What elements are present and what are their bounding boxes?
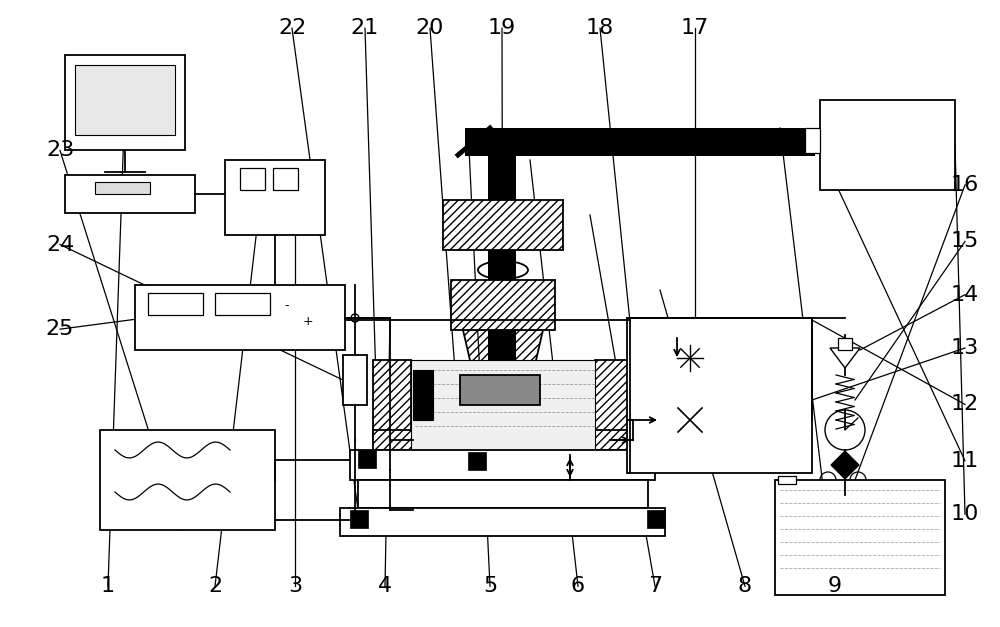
Bar [443, 200, 563, 250]
Text: 5: 5 [483, 576, 497, 596]
Bar [65, 55, 185, 150]
Bar [468, 452, 486, 470]
Bar [820, 100, 955, 190]
Text: 19: 19 [488, 18, 516, 38]
Bar [595, 360, 633, 440]
Bar [451, 280, 555, 330]
Text: 22: 22 [278, 18, 306, 38]
Text: 15: 15 [951, 231, 979, 251]
Text: 9: 9 [828, 576, 842, 596]
Text: 4: 4 [378, 576, 392, 596]
Bar [95, 182, 150, 194]
Polygon shape [831, 451, 859, 479]
Text: 3: 3 [288, 576, 302, 596]
Text: 2: 2 [208, 576, 222, 596]
Text: 17: 17 [681, 18, 709, 38]
Bar [75, 65, 175, 135]
Bar [358, 480, 648, 508]
Text: 16: 16 [951, 175, 979, 195]
Circle shape [489, 476, 517, 504]
Bar [805, 128, 820, 153]
Bar [148, 293, 203, 315]
Bar [373, 360, 411, 440]
Bar [778, 476, 796, 484]
Bar [775, 480, 945, 595]
Bar [373, 430, 633, 450]
Bar [350, 510, 368, 528]
Text: 25: 25 [46, 319, 74, 339]
Text: +: + [303, 315, 313, 328]
Text: 13: 13 [951, 338, 979, 358]
Text: 21: 21 [351, 18, 379, 38]
Text: 24: 24 [46, 234, 74, 255]
Text: 20: 20 [416, 18, 444, 38]
Bar [135, 285, 345, 350]
Text: 8: 8 [738, 576, 752, 596]
Text: 7: 7 [648, 576, 662, 596]
Text: 18: 18 [586, 18, 614, 38]
Text: 14: 14 [951, 285, 979, 305]
Bar [65, 175, 195, 213]
Text: 11: 11 [951, 451, 979, 471]
Text: 10: 10 [951, 504, 979, 524]
Bar [343, 355, 367, 405]
Text: 23: 23 [46, 140, 74, 161]
Bar [273, 168, 298, 190]
Text: 6: 6 [571, 576, 585, 596]
Bar [838, 338, 852, 350]
Bar [627, 318, 812, 473]
Text: 12: 12 [951, 394, 979, 414]
Text: -: - [285, 299, 289, 312]
Bar [340, 508, 665, 536]
Bar [460, 375, 540, 405]
Text: 1: 1 [101, 576, 115, 596]
Bar [358, 450, 376, 468]
Bar [465, 128, 815, 156]
Bar [413, 370, 433, 420]
Bar [225, 160, 325, 235]
Bar [411, 360, 595, 450]
Bar [350, 450, 655, 480]
Bar [100, 430, 275, 530]
Bar [215, 293, 270, 315]
Bar [647, 510, 665, 528]
Bar [240, 168, 265, 190]
Bar [488, 128, 516, 398]
